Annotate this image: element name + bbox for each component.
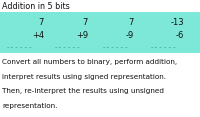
Text: ------: ------ bbox=[150, 43, 178, 52]
Text: -9: -9 bbox=[126, 31, 134, 40]
Text: +4: +4 bbox=[32, 31, 44, 40]
Text: ------: ------ bbox=[102, 43, 130, 52]
Text: -6: -6 bbox=[176, 31, 184, 40]
FancyBboxPatch shape bbox=[0, 12, 200, 53]
Text: Then, re-interpret the results using unsigned: Then, re-interpret the results using uns… bbox=[2, 88, 164, 94]
Text: Convert all numbers to binary, perform addition,: Convert all numbers to binary, perform a… bbox=[2, 59, 177, 65]
Text: ------: ------ bbox=[54, 43, 82, 52]
Text: -13: -13 bbox=[170, 18, 184, 27]
Text: ------: ------ bbox=[6, 43, 34, 52]
Text: representation.: representation. bbox=[2, 103, 57, 109]
Text: 7: 7 bbox=[83, 18, 88, 27]
Text: 7: 7 bbox=[129, 18, 134, 27]
Text: +9: +9 bbox=[76, 31, 88, 40]
Text: 7: 7 bbox=[39, 18, 44, 27]
Text: Addition in 5 bits: Addition in 5 bits bbox=[2, 2, 70, 11]
Text: interpret results using signed representation.: interpret results using signed represent… bbox=[2, 74, 166, 80]
